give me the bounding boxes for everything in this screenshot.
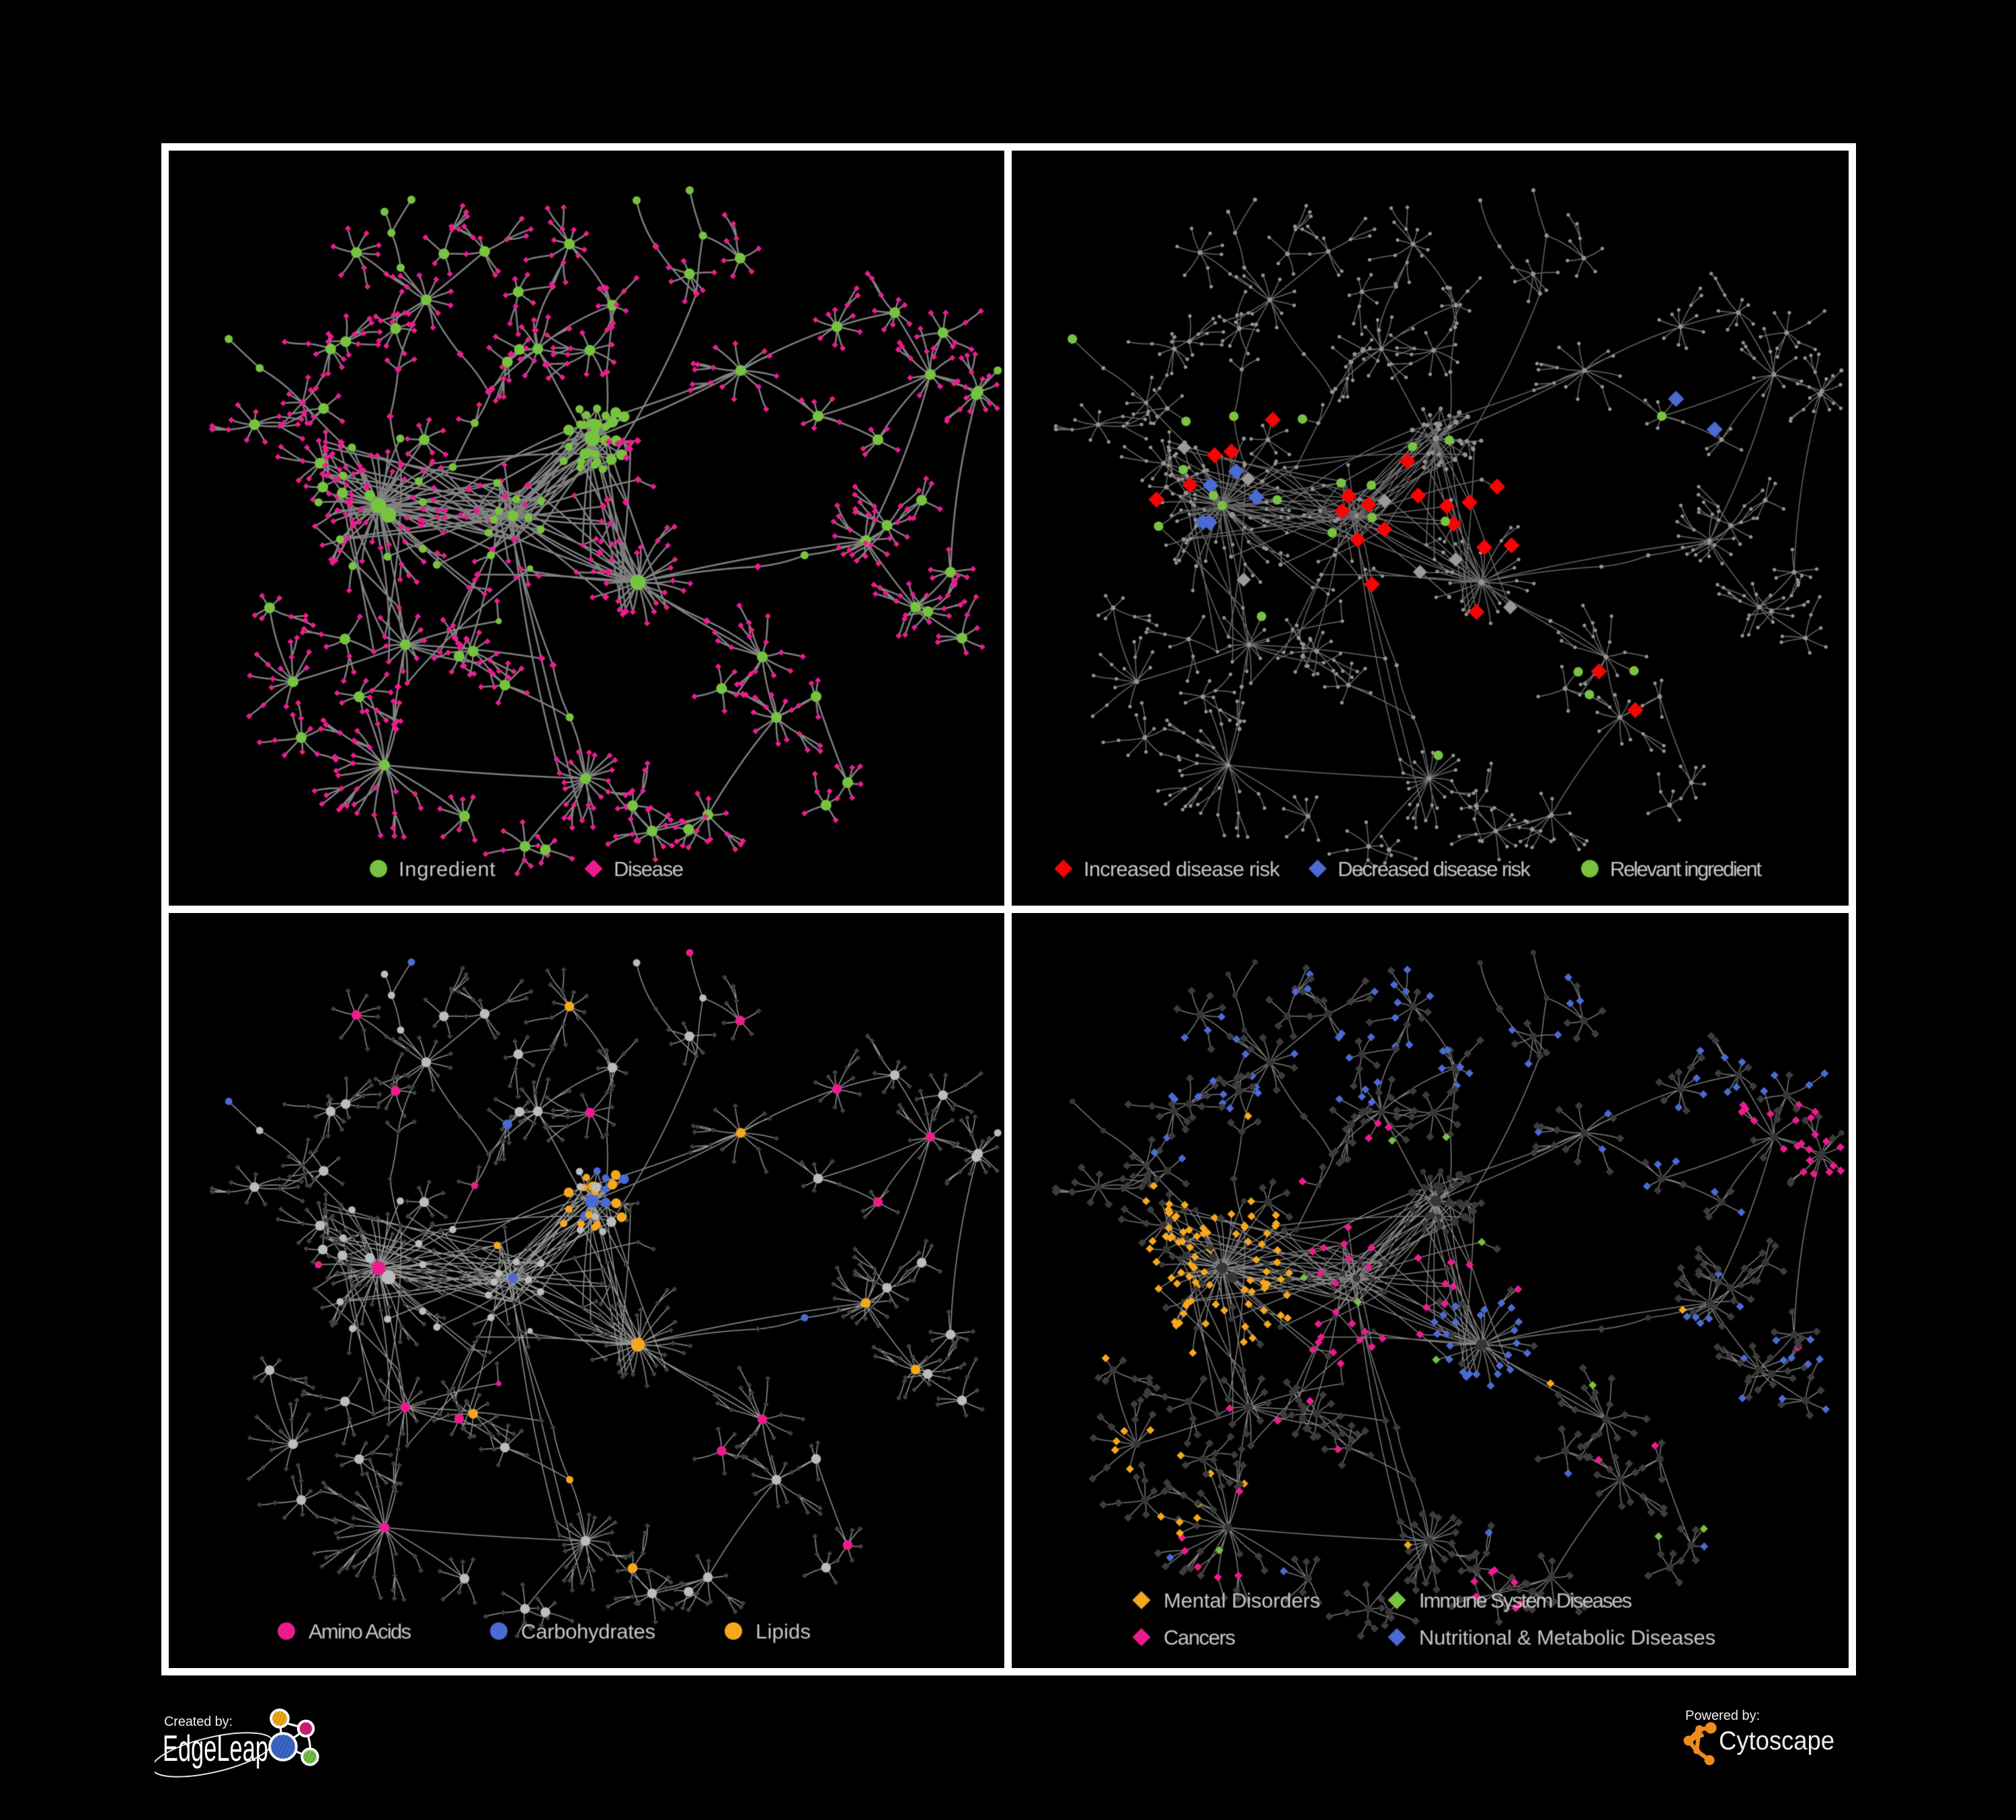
svg-text:Decreased disease risk: Decreased disease risk — [1338, 857, 1531, 881]
svg-text:Immune System Diseases: Immune System Diseases — [1419, 1589, 1632, 1612]
svg-text:Cytoscape: Cytoscape — [1719, 1727, 1834, 1755]
svg-text:Amino Acids: Amino Acids — [309, 1620, 411, 1643]
svg-text:Nutritional & Metabolic Diseas: Nutritional & Metabolic Diseases — [1419, 1626, 1716, 1649]
svg-text:Cancers: Cancers — [1164, 1626, 1236, 1649]
svg-text:EdgeLeap: EdgeLeap — [163, 1727, 268, 1769]
svg-text:Mental Disorders: Mental Disorders — [1164, 1589, 1320, 1612]
svg-text:Ingredient: Ingredient — [399, 857, 495, 881]
svg-text:Increased disease risk: Increased disease risk — [1084, 857, 1281, 881]
svg-text:Relevant ingredient: Relevant ingredient — [1610, 857, 1762, 881]
svg-text:Lipids: Lipids — [756, 1620, 811, 1643]
svg-text:Disease: Disease — [614, 857, 684, 881]
svg-text:Carbohydrates: Carbohydrates — [521, 1620, 655, 1643]
svg-text:Powered by:: Powered by: — [1685, 1708, 1760, 1723]
svg-text:Created by:: Created by: — [164, 1714, 233, 1729]
